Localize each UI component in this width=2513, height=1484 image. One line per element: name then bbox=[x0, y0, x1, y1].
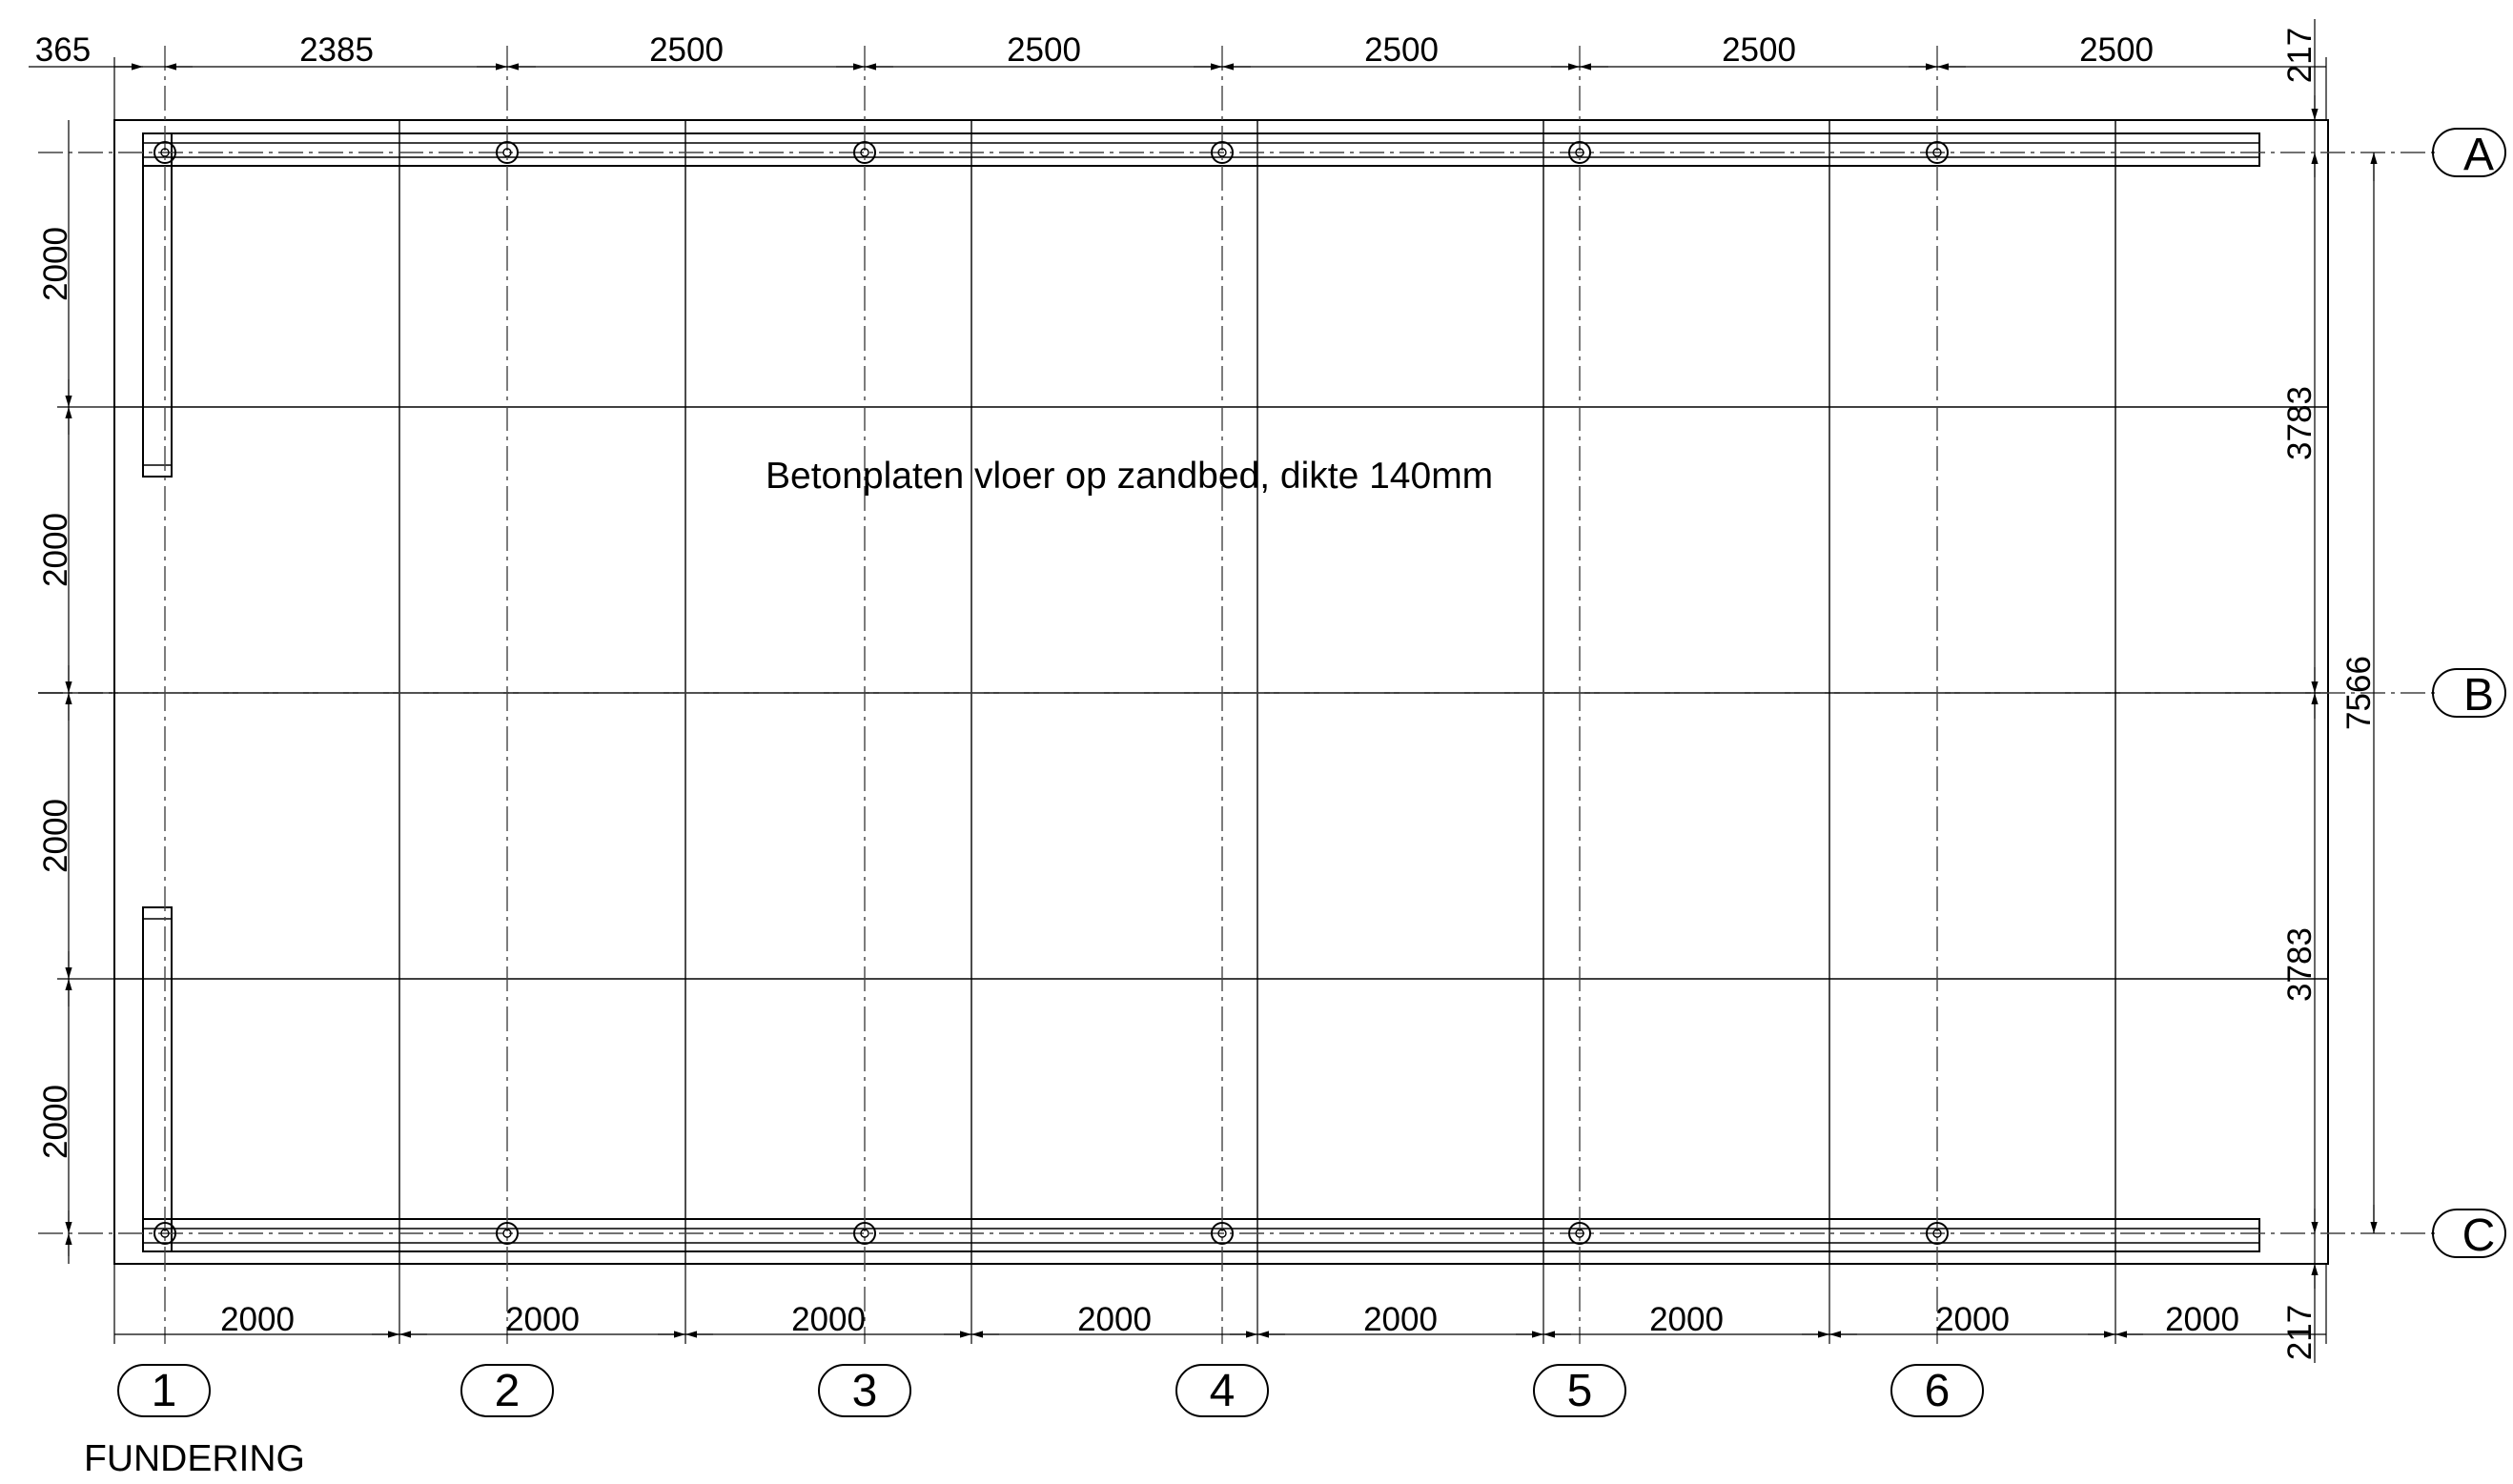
floor-note: Betonplaten vloer op zandbed, dikte 140m… bbox=[766, 456, 1493, 497]
left-dimension-label: 2000 bbox=[37, 799, 74, 873]
row-axis-label: B bbox=[2463, 670, 2494, 721]
row-axis-label: C bbox=[2462, 1210, 2496, 1261]
row-axis-label: A bbox=[2463, 130, 2494, 180]
column-axis-label: 5 bbox=[1567, 1366, 1593, 1416]
top-dimension-label: 2500 bbox=[2079, 31, 2154, 69]
bottom-dimension-label: 2000 bbox=[2165, 1301, 2239, 1338]
column-axis-bubble-5: 5 bbox=[1533, 1364, 1626, 1417]
left-dimension-label: 2000 bbox=[37, 513, 74, 587]
top-dimension-label: 2500 bbox=[1364, 31, 1439, 69]
bottom-dimension-label: 2000 bbox=[791, 1301, 866, 1338]
top-dimension-label: 365 bbox=[35, 31, 91, 69]
column-axis-bubble-6: 6 bbox=[1890, 1364, 1984, 1417]
pile-marker bbox=[1568, 141, 1591, 164]
left-dimension-label: 2000 bbox=[37, 1085, 74, 1159]
column-axis-label: 2 bbox=[495, 1366, 521, 1416]
bottom-dimension-label: 2000 bbox=[1363, 1301, 1438, 1338]
column-axis-bubble-3: 3 bbox=[818, 1364, 911, 1417]
foundation-beam-1-top bbox=[142, 132, 173, 478]
top-dimension-chain: 365 2385 2500 2500 2500 2500 2500 bbox=[29, 31, 2327, 120]
left-dimension-label: 2000 bbox=[37, 227, 74, 301]
pile-marker bbox=[1568, 1222, 1591, 1245]
pile-marker bbox=[1926, 141, 1949, 164]
drawing-title: FUNDERING bbox=[84, 1438, 305, 1479]
top-dimension-label: 2500 bbox=[1007, 31, 1081, 69]
floor-slab bbox=[113, 119, 2329, 1265]
slab-grid-lines bbox=[114, 120, 2328, 1264]
top-dimension-label: 2500 bbox=[649, 31, 724, 69]
pile-marker bbox=[853, 141, 876, 164]
pile-marker bbox=[1211, 141, 1234, 164]
right-dimension-chain: 217 3783 3783 217 7566 bbox=[2269, 19, 2378, 1363]
foundation-beam-1-bottom bbox=[142, 906, 173, 1252]
pile-marker bbox=[1926, 1222, 1949, 1245]
pile-marker bbox=[153, 141, 176, 164]
column-axis-bubble-2: 2 bbox=[460, 1364, 554, 1417]
pile-marker bbox=[1211, 1222, 1234, 1245]
overall-dimension-label: 7566 bbox=[2340, 656, 2378, 730]
pile-marker bbox=[496, 141, 519, 164]
bottom-dimension-label: 2000 bbox=[1649, 1301, 1724, 1338]
top-dimension-label: 2500 bbox=[1722, 31, 1796, 69]
bottom-dimension-label: 2000 bbox=[505, 1301, 580, 1338]
left-dimension-chain: 2000 2000 2000 2000 bbox=[37, 120, 114, 1264]
row-axis-bubble-b: B bbox=[2432, 668, 2506, 721]
column-axis-bubbles: 1 2 3 4 5 6 bbox=[117, 1364, 1984, 1417]
bottom-dimension-label: 2000 bbox=[220, 1301, 295, 1338]
right-dimension-label: 217 bbox=[2281, 1305, 2319, 1360]
row-axis-bubble-c: C bbox=[2432, 1209, 2506, 1261]
column-axis-label: 1 bbox=[152, 1366, 177, 1416]
bottom-dimension-label: 2000 bbox=[1077, 1301, 1152, 1338]
row-axis-bubbles: A B C bbox=[2432, 128, 2506, 1261]
right-dimension-label: 3783 bbox=[2281, 927, 2319, 1002]
pile-marker bbox=[496, 1222, 519, 1245]
pile-marker bbox=[853, 1222, 876, 1245]
right-dimension-label: 217 bbox=[2281, 28, 2319, 83]
column-axis-label: 6 bbox=[1925, 1366, 1951, 1416]
column-axis-bubble-4: 4 bbox=[1175, 1364, 1269, 1417]
row-axis-bubble-a: A bbox=[2432, 128, 2506, 180]
top-dimension-label: 2385 bbox=[299, 31, 374, 69]
column-axis-label: 3 bbox=[852, 1366, 878, 1416]
column-axis-bubble-1: 1 bbox=[117, 1364, 211, 1417]
column-axis-label: 4 bbox=[1210, 1366, 1236, 1416]
right-dimension-label: 3783 bbox=[2281, 386, 2319, 460]
bottom-dimension-chain: 2000 2000 2000 2000 2000 2000 2000 2000 bbox=[113, 1264, 2327, 1344]
pile-markers bbox=[153, 141, 1949, 1245]
grid-axes bbox=[38, 46, 2436, 1344]
pile-marker bbox=[153, 1222, 176, 1245]
bottom-dimension-label: 2000 bbox=[1935, 1301, 2010, 1338]
